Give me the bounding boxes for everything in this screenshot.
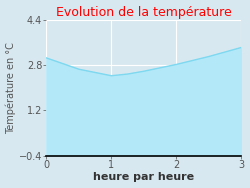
Y-axis label: Température en °C: Température en °C bbox=[6, 42, 16, 133]
X-axis label: heure par heure: heure par heure bbox=[93, 172, 194, 182]
Title: Evolution de la température: Evolution de la température bbox=[56, 6, 232, 19]
